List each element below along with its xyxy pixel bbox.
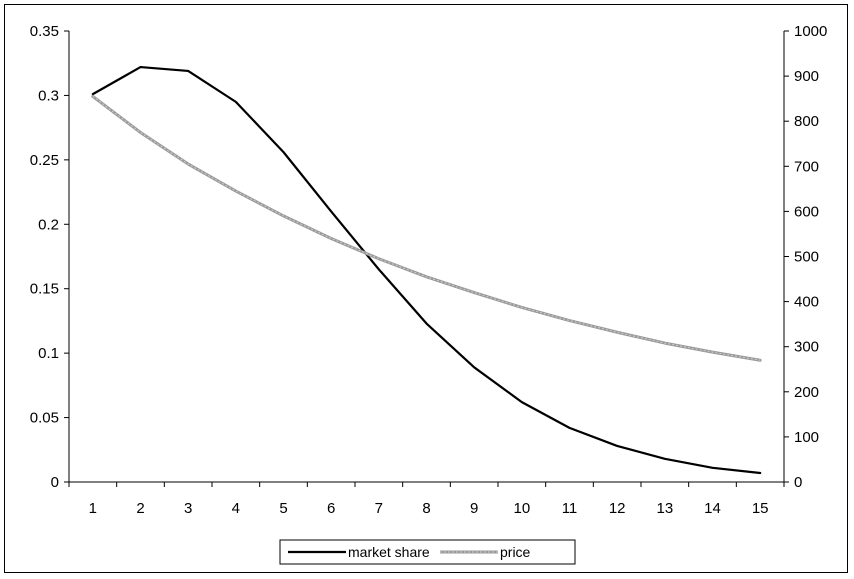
left-tick-label: 0.15 [30, 281, 59, 298]
price-series-texture [92, 95, 761, 361]
x-tick-label: 2 [136, 500, 144, 517]
left-tick-label: 0.25 [30, 152, 59, 169]
x-tick-label: 10 [513, 500, 530, 517]
left-tick-label: 0.35 [30, 23, 59, 40]
legend-label-market-share: market share [348, 544, 430, 560]
chart-frame [4, 4, 848, 573]
left-tick-label: 0.1 [38, 345, 59, 362]
price-series-line [91, 94, 762, 362]
ticks: 0 0.05 0.1 0.15 0.2 0.25 0.3 0.35 0 100 200 300 400 5… [30, 23, 828, 517]
right-tick-label: 800 [794, 113, 819, 130]
right-tick-label: 100 [794, 429, 819, 446]
x-tick-label: 8 [422, 500, 430, 517]
right-tick-label: 900 [794, 68, 819, 85]
x-tick-label: 7 [375, 500, 383, 517]
right-tick-label: 200 [794, 384, 819, 401]
market-share-series-line [91, 65, 762, 475]
right-tick-label: 0 [794, 474, 802, 491]
right-tick-label: 600 [794, 203, 819, 220]
right-tick-label: 400 [794, 294, 819, 311]
x-tick-label: 1 [89, 500, 97, 517]
right-tick-label: 300 [794, 339, 819, 356]
series-layer [91, 65, 762, 475]
right-tick-label: 700 [794, 158, 819, 175]
x-tick-label: 14 [704, 500, 721, 517]
x-tick-label: 4 [232, 500, 240, 517]
legend: market share price [279, 539, 576, 565]
x-tick-label: 12 [609, 500, 626, 517]
x-tick-label: 13 [656, 500, 673, 517]
x-tick-label: 6 [327, 500, 335, 517]
left-tick-label: 0.3 [38, 87, 59, 104]
right-tick-label: 500 [794, 249, 819, 266]
x-tick-label: 3 [184, 500, 192, 517]
x-tick-label: 11 [562, 500, 578, 517]
axes [68, 31, 785, 483]
x-tick-label: 5 [279, 500, 287, 517]
left-tick-label: 0.2 [38, 216, 59, 233]
x-tick-label: 9 [470, 500, 478, 517]
left-tick-label: 0.05 [30, 410, 59, 427]
legend-label-price: price [500, 544, 531, 560]
right-tick-label: 1000 [794, 23, 827, 40]
x-tick-label: 15 [752, 500, 769, 517]
left-tick-label: 0 [51, 474, 59, 491]
